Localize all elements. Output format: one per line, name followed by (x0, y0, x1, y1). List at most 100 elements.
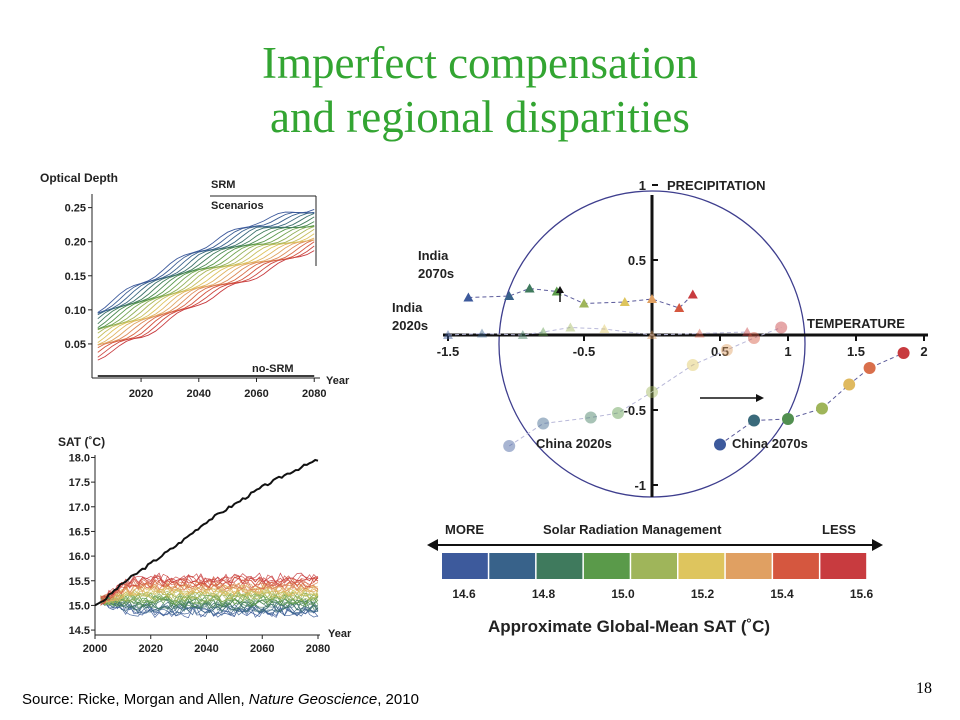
india-2070s-label-l1: India (418, 248, 449, 263)
source-suffix: , 2010 (377, 691, 419, 708)
od-x-axis-label: Year (326, 375, 350, 387)
colorbar-tick-label: 14.6 (452, 587, 476, 601)
od-srm-scenario-line (97, 208, 315, 313)
optical-depth-title: Optical Depth (40, 171, 118, 185)
od-y-tick-label: 0.05 (65, 339, 86, 351)
india-marker (647, 294, 657, 303)
sat-srm-ensemble-line (100, 572, 319, 606)
od-srm-scenario-line (97, 226, 315, 330)
colorbar-more-label: MORE (445, 522, 484, 537)
colorbar-tick-label: 15.4 (770, 587, 794, 601)
sat-y-tick-label: 15.0 (69, 600, 90, 612)
od-y-tick-label: 0.20 (65, 237, 86, 249)
india-marker (674, 303, 685, 312)
china-marker (748, 414, 760, 427)
india-marker (599, 324, 610, 333)
india-2070s-label-l2: 2070s (418, 266, 454, 281)
china-marker (714, 438, 726, 451)
india-marker (694, 328, 705, 338)
india-marker (565, 322, 576, 332)
china-2020s-label: China 2020s (536, 436, 612, 451)
china-marker (863, 362, 876, 374)
od-srm-scenario-line (97, 216, 315, 325)
temp-axis-label: TEMPERATURE (807, 316, 905, 331)
regional-scatter-chart: PRECIPITATION TEMPERATURE -1.5 -0.5 0.5 1 1.… (392, 178, 928, 498)
optical-depth-chart: Optical Depth 0.25 0.20 0.15 0.10 0.05 2020 2… (40, 171, 350, 400)
colorbar: MORE Solar Radiation Management LESS 14.… (427, 522, 883, 636)
temp-tick-label: 1.5 (847, 344, 865, 359)
sat-y-tick-label: 16.5 (69, 526, 90, 538)
china-marker (503, 440, 516, 452)
sat-no-srm-line (94, 458, 319, 607)
india-2020s-label-l2: 2020s (392, 318, 428, 333)
colorbar-cell (820, 553, 867, 579)
india-marker (579, 298, 589, 308)
china-marker (897, 347, 910, 359)
sat-srm-ensemble-line (100, 585, 319, 604)
india-marker (687, 289, 698, 299)
sat-srm-ensemble-line (100, 575, 319, 604)
colorbar-cell (442, 553, 488, 579)
temp-tick-label: -0.5 (573, 344, 595, 359)
source-prefix: Source: Ricke, Morgan and Allen, (22, 691, 249, 708)
od-srm-scenario-line (97, 239, 315, 349)
od-srm-scenario-line (97, 239, 315, 346)
colorbar-arrow-left (427, 539, 438, 551)
od-y-tick-label: 0.25 (65, 203, 86, 215)
colorbar-cell (536, 553, 583, 579)
sat-srm-ensemble-line (100, 595, 319, 608)
series-connector-line (508, 327, 782, 447)
sat-srm-ensemble-line (100, 596, 319, 616)
no-srm-label: no-SRM (252, 363, 294, 375)
india-marker (517, 330, 528, 339)
china-marker (612, 407, 624, 419)
sat-x-tick-label: 2040 (194, 643, 218, 655)
od-x-tick-label: 2060 (244, 388, 268, 400)
china-marker (843, 378, 856, 391)
sat-x-axis-label: Year (328, 628, 352, 640)
od-srm-scenario-line (97, 245, 315, 358)
temp-tick-label: 1 (784, 344, 791, 359)
source-citation: Source: Ricke, Morgan and Allen, Nature … (22, 691, 419, 708)
sat-srm-ensemble-line (100, 574, 319, 601)
od-srm-scenario-line (97, 213, 315, 320)
sat-srm-ensemble-line (100, 595, 319, 608)
sat-x-tick-label: 2080 (306, 643, 330, 655)
sat-y-tick-label: 17.0 (69, 502, 90, 514)
sat-srm-ensemble-line (100, 575, 319, 605)
colorbar-title: Solar Radiation Management (543, 522, 722, 537)
china-marker (816, 402, 828, 415)
scenarios-label: Scenarios (211, 200, 264, 212)
colorbar-cell (631, 553, 677, 579)
india-marker (538, 327, 549, 336)
colorbar-tick-label: 15.2 (691, 587, 715, 601)
precip-tick-label: -1 (634, 478, 646, 493)
colorbar-tick-label: 14.8 (532, 587, 556, 601)
sat-x-tick-label: 2060 (250, 643, 274, 655)
china-marker (537, 417, 550, 430)
india-marker (504, 291, 515, 300)
colorbar-cell (725, 553, 772, 579)
sat-y-tick-label: 14.5 (69, 625, 90, 637)
colorbar-less-label: LESS (822, 522, 856, 537)
colorbar-tick-label: 15.6 (850, 587, 874, 601)
sat-srm-ensemble-line (100, 588, 319, 603)
od-y-tick-label: 0.15 (65, 271, 86, 283)
china-marker (646, 386, 658, 398)
china-marker (748, 332, 760, 344)
colorbar-arrow-right (872, 539, 883, 551)
india-2020s-label-l1: India (392, 300, 423, 315)
sat-y-tick-label: 15.5 (69, 576, 90, 588)
temp-tick-label: 2 (920, 344, 927, 359)
precip-tick-label: 0.5 (628, 253, 646, 268)
sat-chart: SAT (˚C) 18.0 17.5 17.0 16.5 16.0 15.5 15.0 14.… (58, 435, 352, 655)
od-x-tick-label: 2020 (129, 388, 153, 400)
page-number: 18 (916, 680, 932, 697)
china-marker (782, 413, 794, 425)
precip-tick-label: 1 (639, 178, 646, 193)
china-marker (584, 411, 597, 424)
china-marker (775, 321, 788, 334)
title-line-2: and regional disparities (270, 92, 690, 142)
sat-x-tick-label: 2000 (83, 643, 107, 655)
srm-label: SRM (211, 179, 235, 191)
